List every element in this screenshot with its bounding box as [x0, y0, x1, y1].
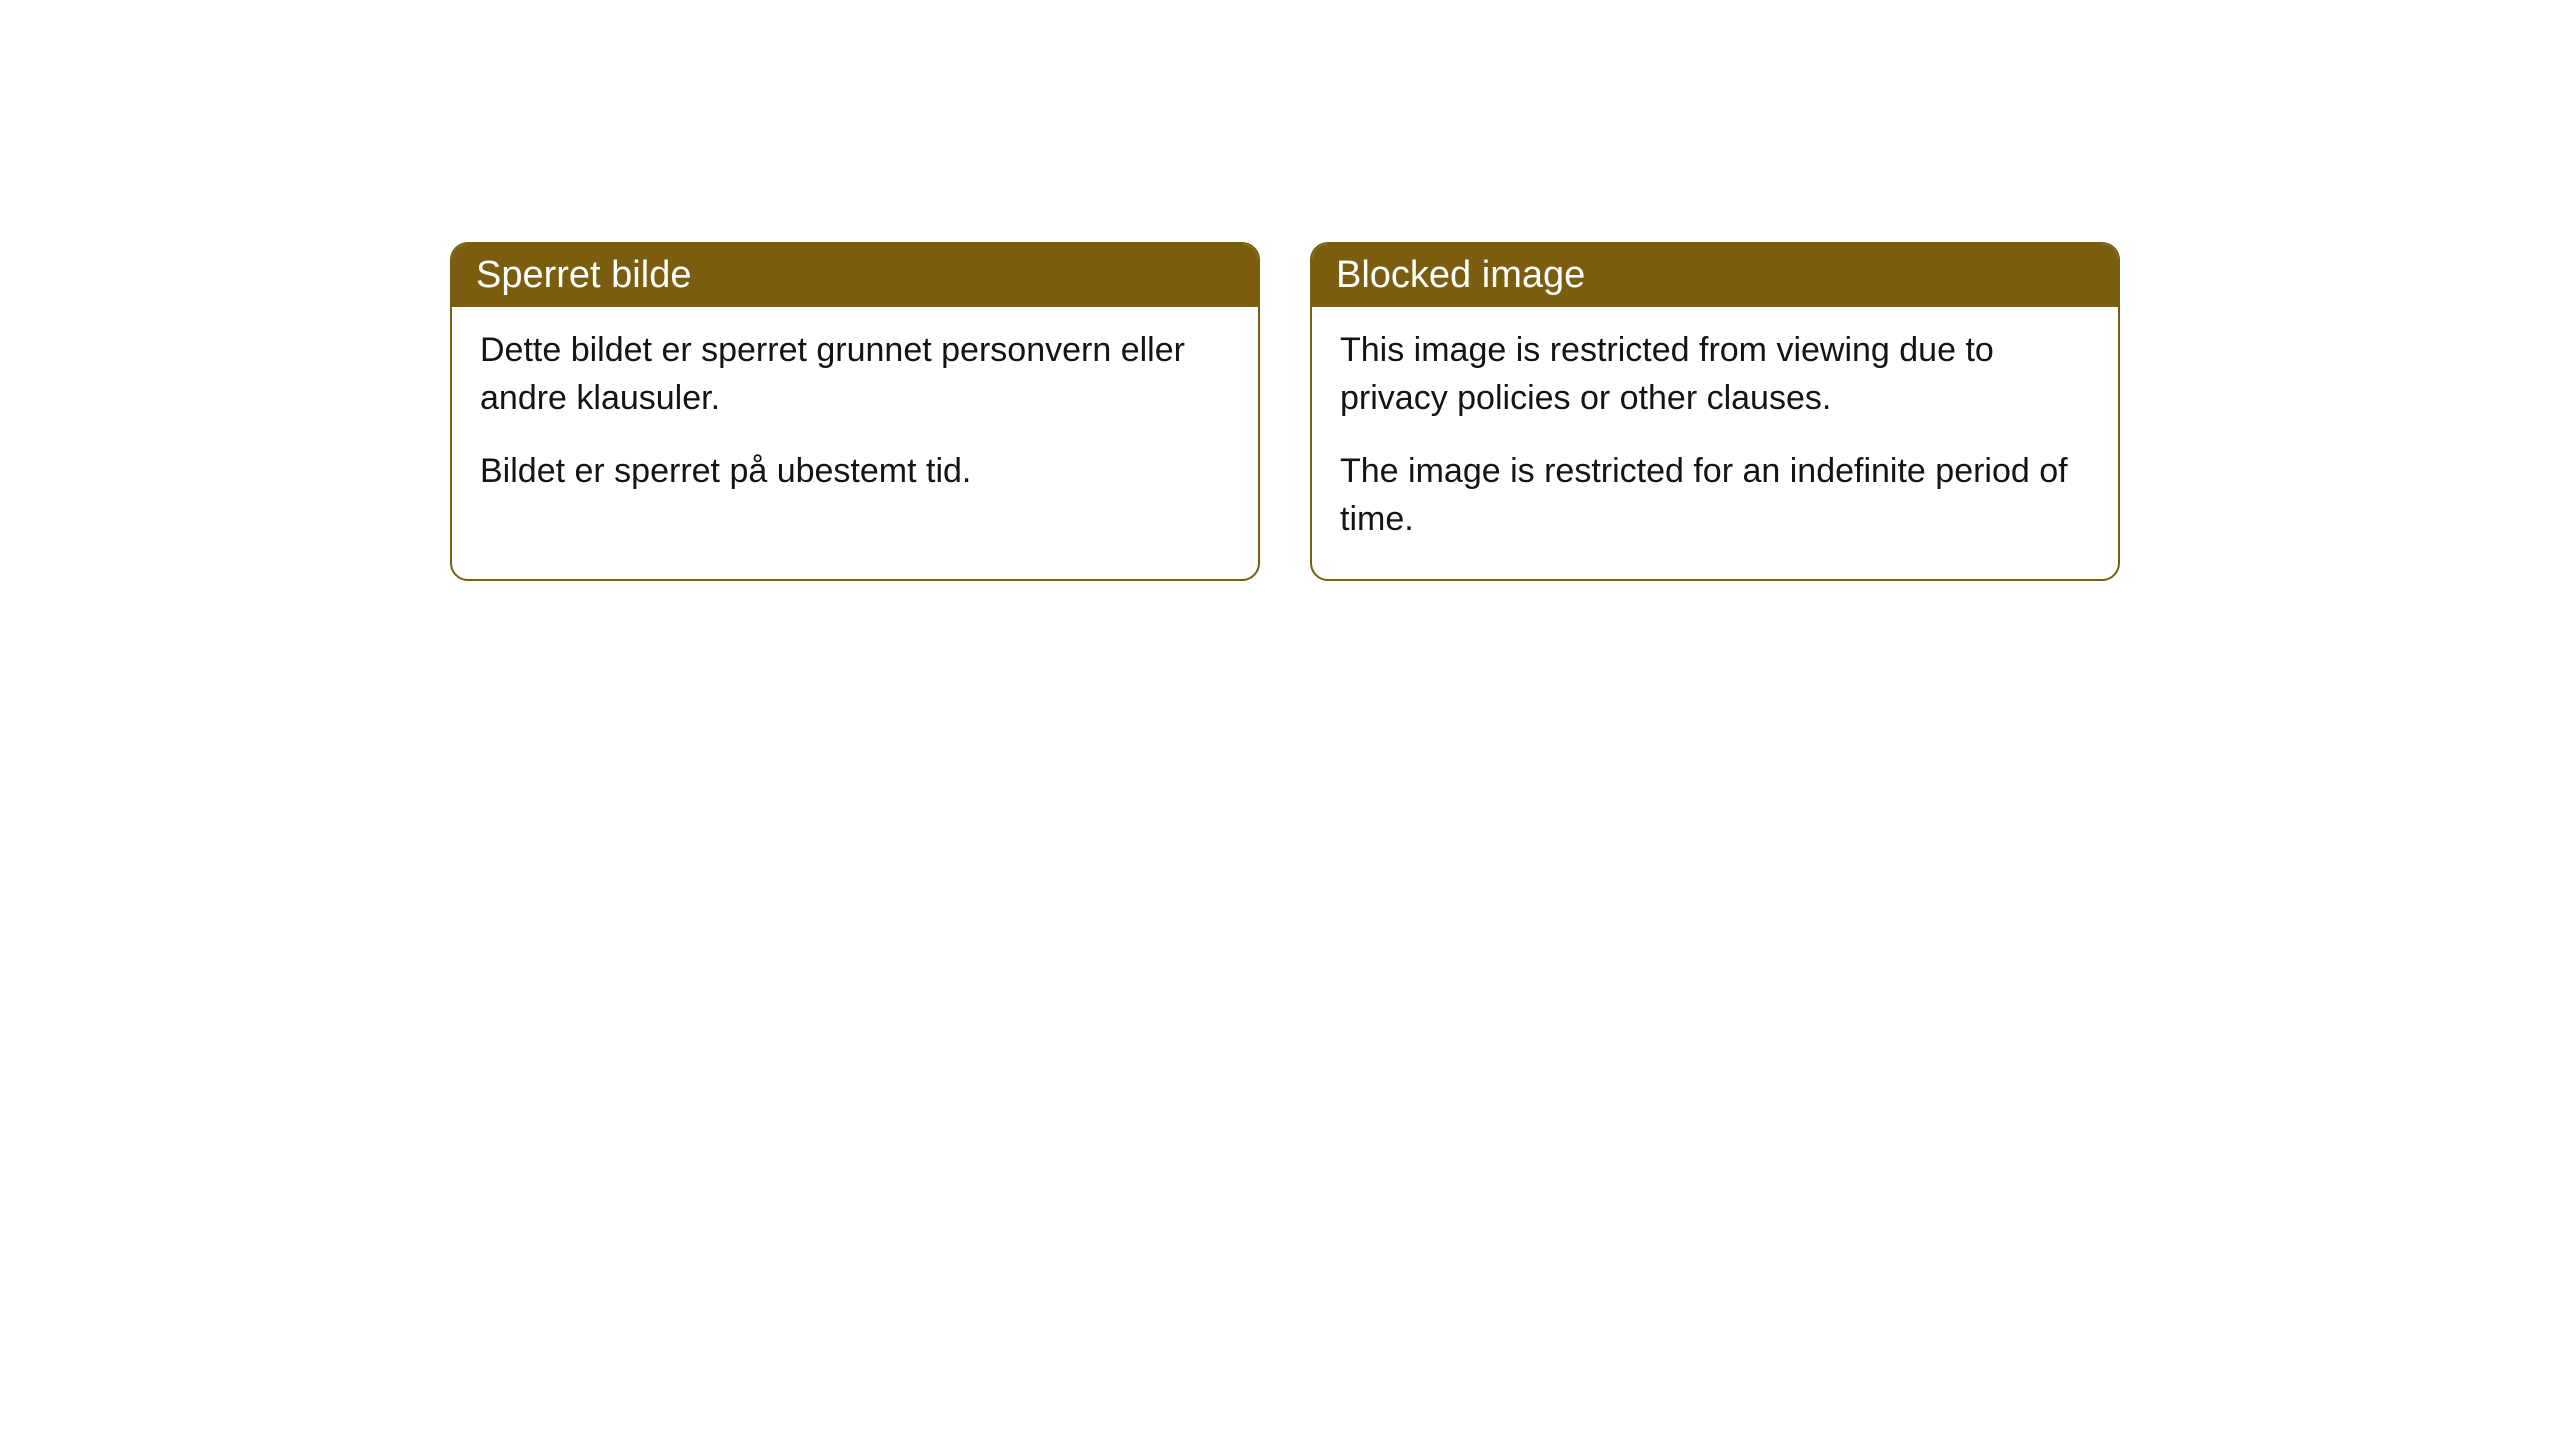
- blocked-image-card-english: Blocked image This image is restricted f…: [1310, 242, 2120, 581]
- blocked-image-card-norwegian: Sperret bilde Dette bildet er sperret gr…: [450, 242, 1260, 581]
- card-paragraph: Bildet er sperret på ubestemt tid.: [480, 448, 1230, 496]
- card-header: Sperret bilde: [452, 244, 1258, 307]
- card-title: Sperret bilde: [476, 254, 691, 296]
- card-header: Blocked image: [1312, 244, 2118, 307]
- card-paragraph: Dette bildet er sperret grunnet personve…: [480, 327, 1230, 422]
- card-body: Dette bildet er sperret grunnet personve…: [452, 307, 1258, 532]
- card-body: This image is restricted from viewing du…: [1312, 307, 2118, 579]
- card-paragraph: This image is restricted from viewing du…: [1340, 327, 2090, 422]
- notice-container: Sperret bilde Dette bildet er sperret gr…: [0, 0, 2560, 581]
- card-paragraph: The image is restricted for an indefinit…: [1340, 448, 2090, 543]
- card-title: Blocked image: [1336, 254, 1585, 296]
